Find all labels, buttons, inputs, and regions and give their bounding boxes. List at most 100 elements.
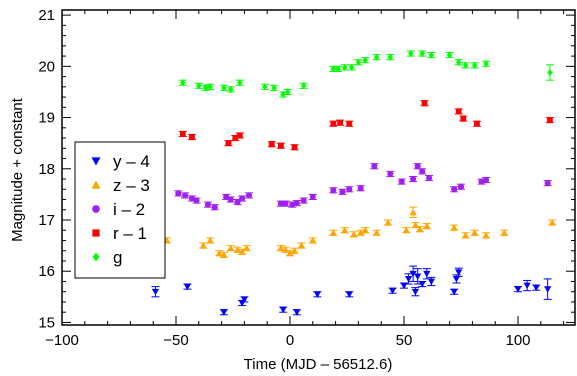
- data-point: [330, 187, 337, 194]
- data-point: [389, 287, 397, 295]
- data-point: [402, 226, 410, 234]
- data-point: [455, 108, 462, 115]
- legend-box: [74, 141, 166, 279]
- data-point: [293, 200, 300, 207]
- data-point: [236, 132, 243, 139]
- data-point: [225, 140, 232, 147]
- data-point: [462, 61, 469, 69]
- data-point: [350, 230, 358, 238]
- data-point: [280, 90, 286, 99]
- data-point: [357, 185, 364, 192]
- data-point: [482, 231, 490, 239]
- data-point: [398, 178, 405, 185]
- data-point: [238, 248, 246, 255]
- data-point: [409, 208, 417, 216]
- y-tick-labels: 15 16 17 18 19 20 21: [38, 7, 55, 331]
- data-point: [450, 288, 458, 296]
- data-point: [196, 82, 202, 90]
- data-point: [297, 242, 305, 249]
- data-point: [373, 229, 381, 236]
- data-point: [313, 291, 321, 298]
- data-point: [243, 244, 251, 252]
- legend-marker: [92, 252, 100, 262]
- data-point: [387, 53, 394, 61]
- data-point: [220, 309, 228, 316]
- x-tick-label: −50: [163, 332, 188, 349]
- legend: y – 4 z – 3 i – 2 r – 1 g: [74, 141, 166, 279]
- data-point: [227, 196, 234, 203]
- data-point: [544, 180, 551, 187]
- legend-label: i – 2: [113, 200, 145, 219]
- data-point: [151, 288, 160, 296]
- data-point: [206, 236, 214, 244]
- y-tick-label: 15: [38, 314, 55, 331]
- data-point: [227, 244, 235, 252]
- data-point: [450, 224, 458, 231]
- data-point: [342, 63, 348, 71]
- y-tick-label: 17: [38, 212, 55, 229]
- data-point: [278, 142, 284, 149]
- data-point: [335, 65, 341, 73]
- data-point: [221, 84, 227, 92]
- data-point: [361, 226, 369, 234]
- data-point: [293, 309, 301, 316]
- legend-label: z – 3: [113, 176, 150, 195]
- data-point: [207, 83, 213, 91]
- data-point: [456, 58, 462, 66]
- data-point: [362, 56, 368, 64]
- data-point: [514, 286, 522, 293]
- data-point: [204, 201, 211, 208]
- data-point: [175, 190, 182, 197]
- data-point: [279, 306, 287, 314]
- data-point: [371, 163, 378, 170]
- data-point: [199, 242, 207, 249]
- data-point: [474, 120, 480, 127]
- data-point: [428, 51, 435, 59]
- data-point: [179, 131, 186, 137]
- data-point: [471, 229, 479, 236]
- data-point: [460, 115, 467, 122]
- legend-marker: [92, 205, 100, 213]
- data-point: [457, 183, 465, 190]
- legend-label: y – 4: [113, 152, 150, 171]
- data-point: [547, 68, 553, 77]
- data-point: [300, 197, 307, 204]
- data-point: [451, 186, 458, 193]
- y-tick-label: 18: [38, 161, 55, 178]
- data-point: [483, 176, 490, 184]
- legend-marker: [92, 229, 100, 237]
- data-point: [416, 225, 424, 233]
- data-point: [339, 188, 346, 195]
- data-point: [277, 200, 284, 207]
- axis-ticks: [61, 10, 575, 325]
- data-point: [408, 49, 414, 58]
- data-point: [245, 192, 253, 199]
- data-point: [285, 88, 291, 96]
- legend-marker: [91, 180, 101, 189]
- data-point: [419, 49, 425, 58]
- y-axis-label: Magnitude + constant: [9, 97, 26, 242]
- data-point: [189, 134, 195, 140]
- data-point: [483, 60, 489, 68]
- x-tick-label: 50: [396, 332, 413, 349]
- data-point: [452, 276, 461, 283]
- data-point: [404, 276, 413, 283]
- data-point: [234, 199, 241, 206]
- data-point: [532, 284, 540, 292]
- data-point: [183, 283, 191, 291]
- data-point: [409, 270, 417, 278]
- data-point: [262, 83, 268, 91]
- data-point: [547, 117, 553, 124]
- data-point: [446, 51, 453, 59]
- data-point: [220, 251, 228, 258]
- data-point: [282, 200, 289, 207]
- data-point: [548, 218, 556, 226]
- data-point: [414, 163, 421, 170]
- data-point: [286, 249, 294, 257]
- data-point: [423, 270, 431, 278]
- plot-frame: [61, 9, 576, 326]
- data-point: [418, 281, 426, 288]
- y-tick-label: 16: [38, 263, 55, 280]
- data-point: [291, 144, 298, 151]
- data-point: [410, 175, 417, 183]
